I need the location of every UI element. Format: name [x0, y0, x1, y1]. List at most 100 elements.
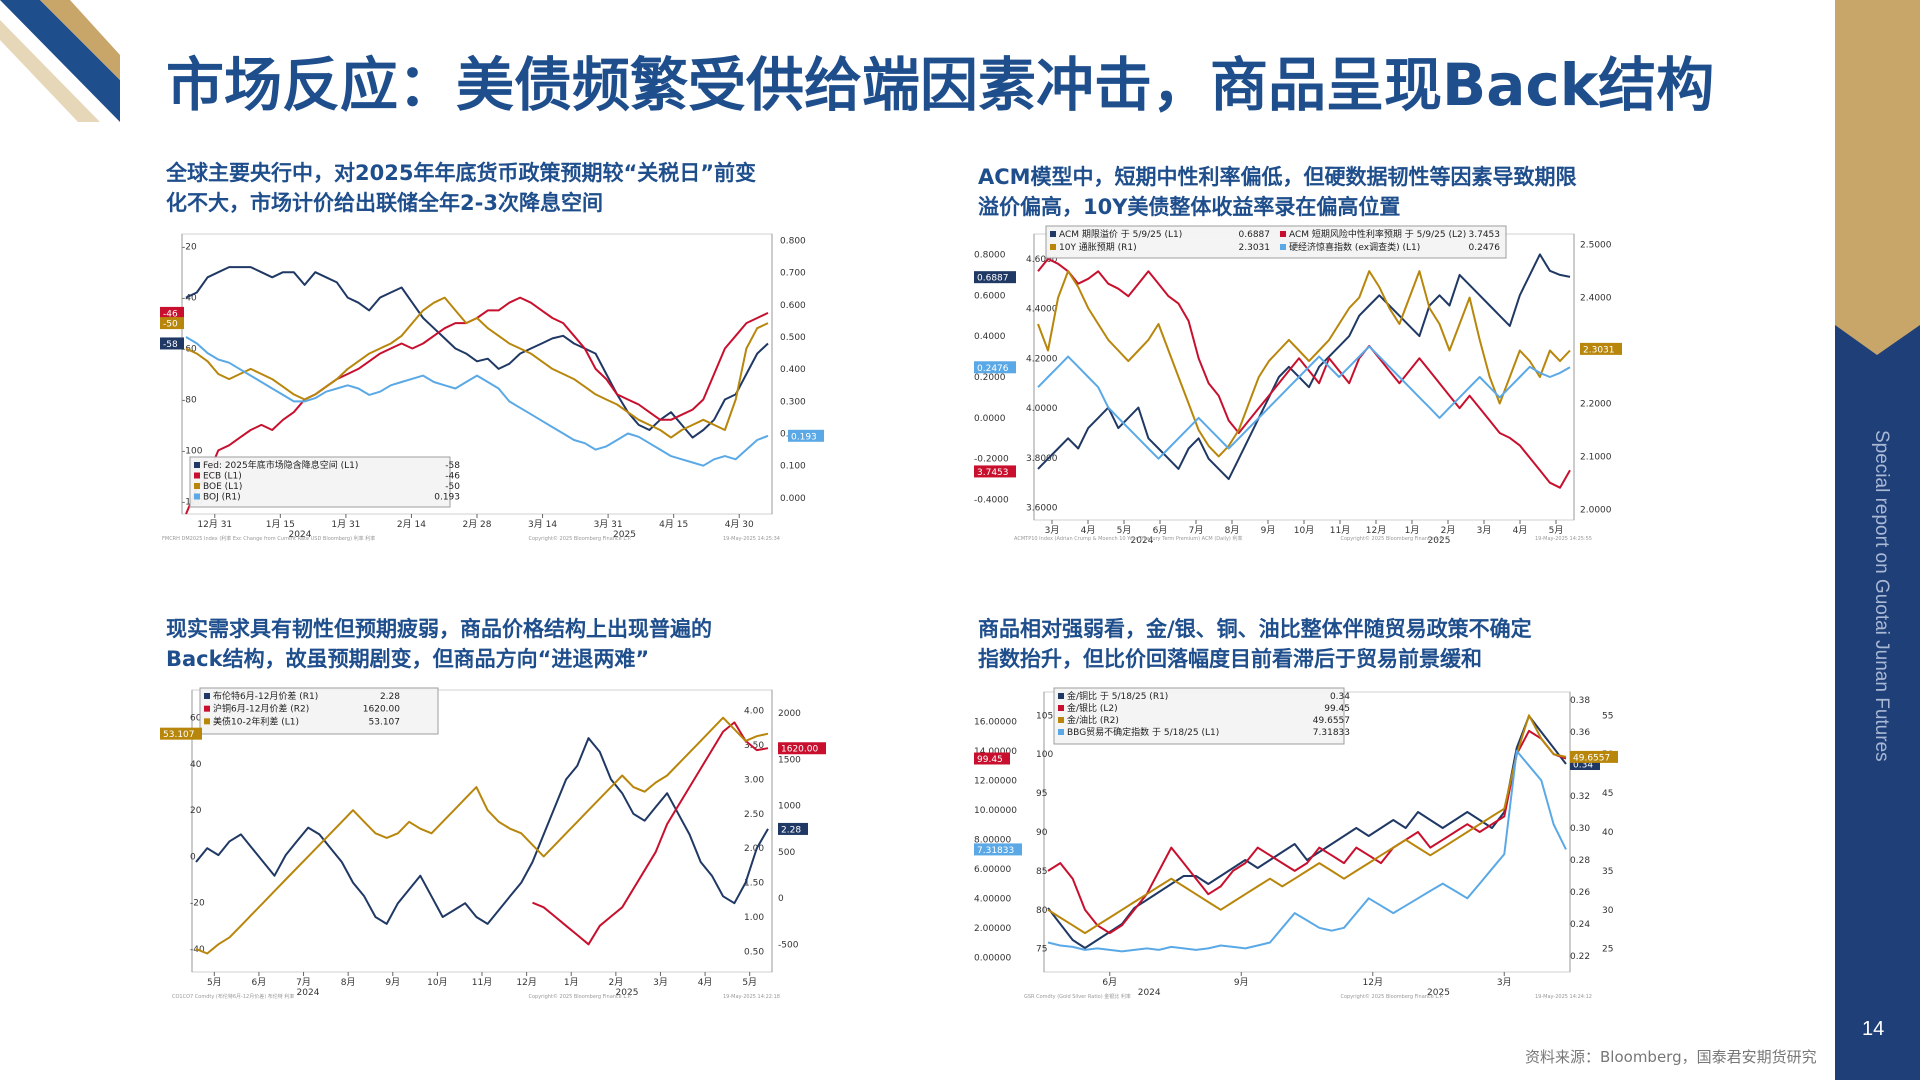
- axis-tick-label: 6.00000: [974, 865, 1011, 875]
- legend-label: ACM 短期风险中性利率预期 于 5/9/25 (L2): [1289, 228, 1466, 240]
- axis-tick-label: 0.2000: [974, 373, 1006, 383]
- plot-area: [191, 689, 773, 973]
- value-tag: [974, 843, 1022, 856]
- x-tick-label: 4月 15: [659, 519, 688, 530]
- legend-value: 49.6557: [1313, 716, 1350, 726]
- chart-3-caption-line: Back结构，故虽预期剧变，但商品方向“进退两难”: [166, 647, 650, 671]
- legend-swatch: [204, 718, 210, 725]
- chart-4-caption-line: 商品相对强弱看，金/银、铜、油比整体伴随贸易政策不确定: [978, 617, 1532, 641]
- axis-tick-label: 100: [1036, 750, 1053, 760]
- x-tick-label: 9月: [1261, 525, 1276, 536]
- axis-tick-label: -100: [182, 446, 203, 456]
- axis-tick-label: 55: [1602, 711, 1613, 721]
- legend-value: -46: [445, 472, 460, 482]
- axis-tick-label: 75: [1036, 945, 1047, 955]
- series-line: [1047, 715, 1567, 949]
- axis-tick-label: 2.4000: [1580, 294, 1612, 304]
- chart-footer: Copyright© 2025 Bloomberg Finance L.P.: [529, 535, 632, 542]
- value-tag: [1570, 750, 1618, 763]
- axis-tick-label: 4.2000: [1026, 354, 1058, 364]
- x-tick-label: 3月 14: [528, 519, 557, 530]
- axis-tick-label: 2.0000: [1580, 505, 1612, 515]
- x-tick-label: 3月: [1477, 525, 1492, 536]
- x-tick-label: 10月: [1294, 525, 1314, 536]
- axis-tick-label: 4.4000: [1026, 305, 1058, 315]
- value-tag: [974, 752, 1010, 765]
- x-tick-label: 1月: [564, 977, 579, 988]
- x-tick-label: 5月: [1117, 525, 1132, 536]
- axis-tick-label: 0.22: [1570, 952, 1590, 962]
- series-line: [185, 266, 769, 439]
- axis-tick-label: 0.100: [780, 462, 806, 472]
- axis-tick-label: 0.38: [1570, 696, 1590, 706]
- value-tag-label: -58: [163, 340, 178, 350]
- legend-swatch: [1050, 231, 1056, 237]
- legend-label: BOE (L1): [203, 482, 242, 492]
- legend-label: 硬经济惊喜指数 (ex调查类) (L1): [1289, 241, 1420, 253]
- x-tick-label: 2月 14: [397, 519, 426, 530]
- value-tag-label: 7.31833: [977, 846, 1014, 856]
- value-tag: [974, 271, 1016, 284]
- chart-footer: CO1CO7 Comdty (布伦特6月-12月价差) 布伦特 利率: [172, 993, 294, 1000]
- axis-tick-label: 4.00000: [974, 894, 1011, 904]
- x-tick-label: 5月: [207, 977, 222, 988]
- chart-footer: Copyright© 2025 Bloomberg Finance L.P.: [529, 993, 632, 1000]
- legend-value: 1620.00: [363, 705, 400, 715]
- series-line: [185, 336, 769, 467]
- axis-tick-label: 1000: [778, 802, 801, 812]
- legend-value: 99.45: [1324, 704, 1350, 714]
- value-tag: [778, 742, 826, 755]
- chart-footer: FMCRH DM2025 Index (利率 Exc Change from C…: [162, 535, 375, 542]
- legend-label: ECB (L1): [203, 472, 242, 482]
- x-tick-label: 11月: [472, 977, 492, 988]
- legend-swatch: [194, 483, 200, 489]
- axis-tick-label: 35: [1602, 867, 1613, 877]
- axis-tick-label: 2.5000: [1580, 241, 1612, 251]
- axis-tick-label: -0.4000: [974, 496, 1009, 506]
- value-tag: [974, 465, 1016, 478]
- value-tag-label: -50: [163, 320, 178, 330]
- axis-tick-label: 2.00000: [974, 924, 1011, 934]
- legend-value: 3.7453: [1469, 230, 1501, 240]
- value-tag-label: 2.28: [781, 825, 801, 835]
- axis-tick-label: 4.0000: [1026, 404, 1058, 414]
- series-line: [195, 716, 769, 955]
- chart-1-caption-line: 全球主要央行中，对2025年年底货币政策预期较“关税日”前变: [166, 161, 757, 185]
- axis-tick-label: 80: [1036, 906, 1048, 916]
- legend-swatch: [204, 693, 210, 699]
- chart-commodity-ratios: 16.00000 14.00000 12.00000 10.00000 8.00000 6…: [974, 687, 1618, 1000]
- source-note: 资料来源：Bloomberg，国泰君安期货研究: [1525, 1048, 1817, 1066]
- axis-tick-label: 0.36: [1570, 728, 1590, 738]
- value-tag: [160, 306, 184, 319]
- value-tag: [788, 429, 824, 442]
- axis-tick-label: -500: [778, 940, 799, 950]
- x-tick-label: 7月: [296, 977, 311, 988]
- x-year-label: 2024: [289, 530, 312, 540]
- axis-tick-label: 3.8000: [1026, 454, 1058, 464]
- x-tick-label: 10月: [427, 977, 447, 988]
- x-tick-label: 4月: [1513, 525, 1528, 536]
- series-line: [195, 737, 769, 925]
- legend-label: BOJ (R1): [203, 493, 241, 503]
- value-tag-label: 0.34: [1573, 761, 1593, 771]
- value-tag-label: 1620.00: [781, 745, 818, 755]
- axis-tick-label: 0.24: [1570, 920, 1590, 930]
- axis-tick-label: 1.00: [744, 913, 764, 923]
- x-tick-label: 7月: [1189, 525, 1204, 536]
- value-tag-label: 3.7453: [977, 468, 1009, 478]
- x-tick-label: 8月: [341, 977, 356, 988]
- x-year-label: 2024: [1138, 988, 1161, 998]
- x-tick-label: 2月 28: [462, 519, 491, 530]
- x-tick-label: 1月 31: [331, 519, 360, 530]
- axis-tick-label: 0.400: [780, 365, 806, 375]
- axis-tick-label: 2.1000: [1580, 452, 1612, 462]
- x-tick-label: 9月: [385, 977, 400, 988]
- legend-box: [1045, 225, 1507, 259]
- legend-label: 布伦特6月-12月价差 (R1): [213, 690, 318, 702]
- legend-label: 10Y 通胀预期 (R1): [1059, 242, 1137, 253]
- x-year-label: 2025: [616, 988, 639, 998]
- chart-footer: 19-May-2025 14:24:12: [1535, 994, 1592, 1000]
- value-tag: [974, 361, 1016, 374]
- chart-footer: 19-May-2025 14:25:34: [723, 536, 780, 542]
- axis-tick-label: 0: [190, 852, 196, 862]
